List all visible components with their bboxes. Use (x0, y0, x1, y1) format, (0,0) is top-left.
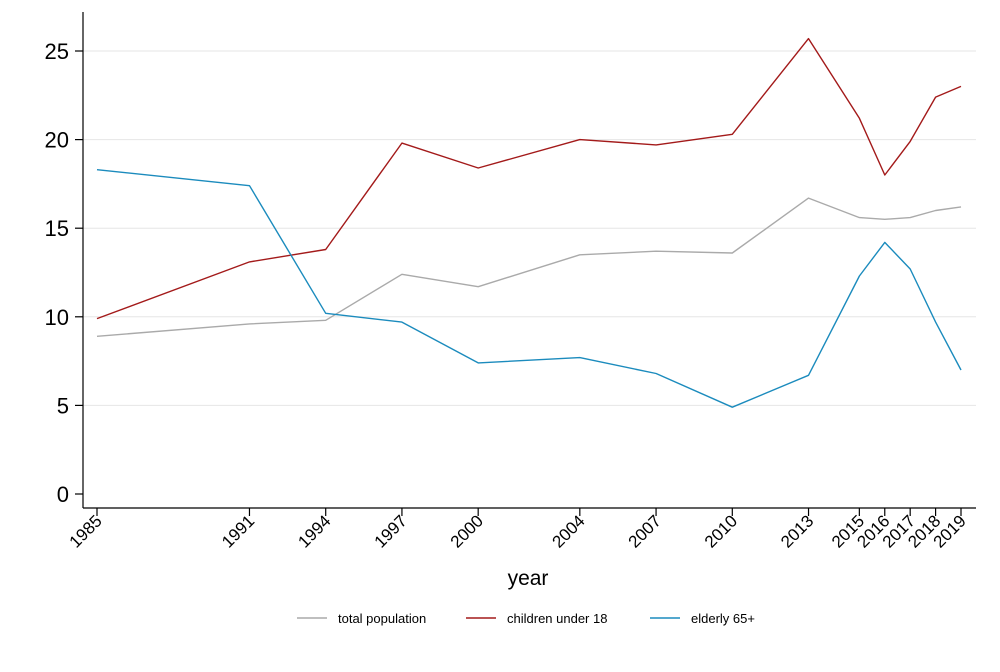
legend-label-1: total population (338, 611, 426, 626)
legend-label-2: children under 18 (507, 611, 607, 626)
y-tick-label: 25 (45, 39, 69, 64)
series-line-3 (96, 169, 962, 408)
y-tick-label: 0 (57, 482, 69, 507)
series-lines (96, 37, 962, 408)
y-tick-label: 5 (57, 393, 69, 418)
legend: total population children under 18 elderly… (297, 611, 755, 626)
x-axis: 1985 1991 1994 1997 2000 2004 2007 2010 2013 2015… (66, 507, 976, 552)
x-tick-label: 2004 (548, 511, 588, 551)
x-tick-label: 1994 (294, 511, 334, 551)
x-tick-label: 1997 (371, 511, 411, 551)
x-tick-label: 2013 (777, 511, 817, 551)
y-tick-label: 20 (45, 128, 69, 153)
series-line-1 (96, 197, 962, 337)
y-axis: 0 5 10 15 20 25 (45, 12, 84, 508)
y-tick-label: 15 (45, 216, 69, 241)
gridlines (83, 50, 976, 406)
y-tick-label: 10 (45, 305, 69, 330)
x-tick-label: 1991 (218, 511, 258, 551)
x-tick-label: 1985 (66, 511, 106, 551)
legend-label-3: elderly 65+ (691, 611, 755, 626)
series-line-2 (96, 37, 962, 320)
x-axis-label: year (508, 567, 549, 590)
x-tick-label: 2010 (701, 511, 741, 551)
x-tick-label: 2000 (447, 511, 487, 551)
x-tick-label: 2007 (625, 511, 665, 551)
